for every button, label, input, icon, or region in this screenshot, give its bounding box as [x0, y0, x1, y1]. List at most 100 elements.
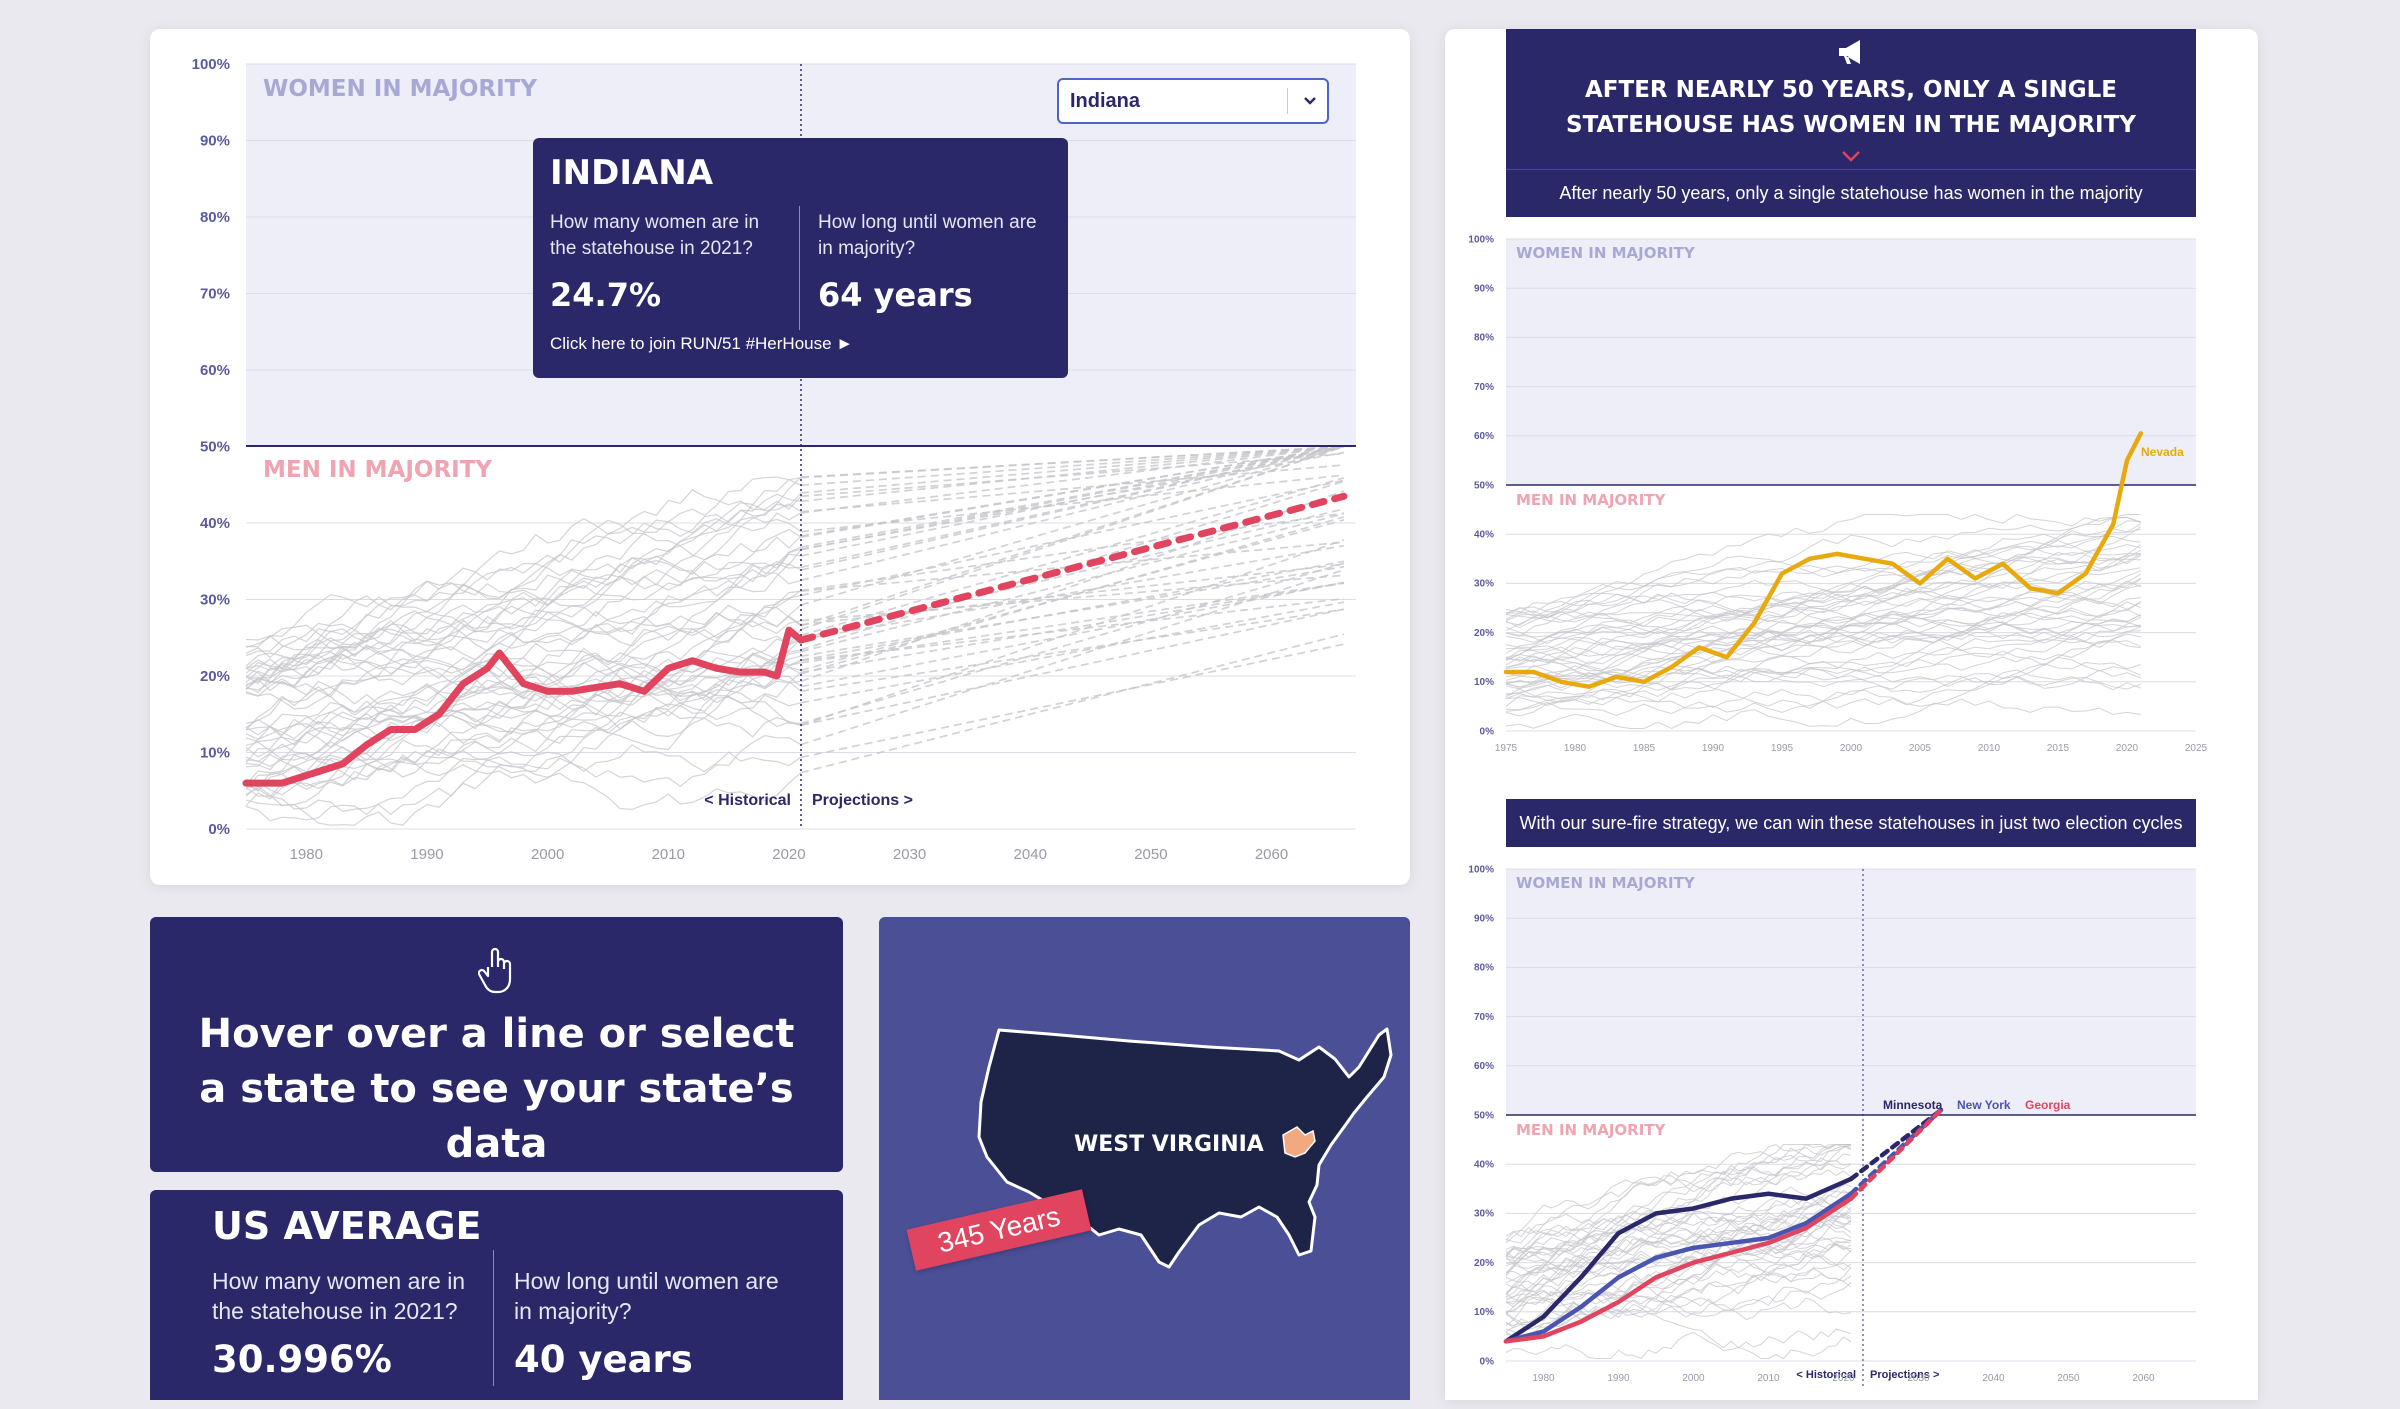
state-line[interactable] — [245, 476, 802, 669]
state-line[interactable] — [245, 563, 802, 666]
state-projection-line[interactable] — [800, 445, 1345, 557]
state-projection-line[interactable] — [800, 477, 1345, 637]
indiana-line[interactable] — [242, 626, 805, 787]
state-projection-line[interactable] — [800, 643, 1345, 759]
state-projection-line[interactable] — [800, 608, 1345, 693]
state-tooltip[interactable]: INDIANA How many women are in the stateh… — [533, 138, 1068, 378]
state-line[interactable] — [1505, 1239, 1852, 1294]
state-line[interactable] — [245, 649, 802, 807]
state-line[interactable] — [245, 659, 802, 746]
state-line[interactable] — [1505, 554, 2142, 632]
state-line[interactable] — [245, 493, 802, 690]
state-line[interactable] — [1505, 549, 2142, 619]
tooltip-join-link[interactable]: Click here to join RUN/51 #HerHouse ► — [550, 334, 854, 353]
state-line[interactable] — [245, 634, 802, 711]
state-line[interactable] — [1505, 1143, 1852, 1277]
state-line[interactable] — [1505, 611, 2141, 661]
state-line[interactable] — [245, 561, 802, 691]
state-projection-line[interactable] — [800, 480, 1345, 651]
state-line[interactable] — [1505, 1212, 1852, 1305]
state-projection-line[interactable] — [800, 516, 1345, 675]
projection-chart[interactable]: WOMEN IN MAJORITY MEN IN MAJORITY < Hist… — [1445, 859, 2258, 1409]
state-projection-line[interactable] — [800, 479, 1345, 597]
state-line[interactable] — [1505, 526, 2142, 645]
minnesota-line[interactable] — [1503, 1176, 1854, 1344]
us-map[interactable] — [879, 917, 1410, 1400]
state-line[interactable] — [1505, 655, 2141, 693]
state-line[interactable] — [1505, 523, 2142, 659]
state-line[interactable] — [245, 501, 802, 725]
state-line[interactable] — [1505, 630, 2141, 684]
state-line[interactable] — [1505, 1243, 1852, 1330]
state-line[interactable] — [1505, 626, 2141, 691]
state-line[interactable] — [1505, 596, 2142, 682]
state-projection-line[interactable] — [800, 562, 1345, 725]
state-projection-line[interactable] — [800, 445, 1345, 627]
state-line[interactable] — [1505, 1182, 1852, 1337]
state-line[interactable] — [245, 478, 802, 674]
state-line[interactable] — [1505, 516, 2141, 620]
state-line[interactable] — [1505, 1153, 1852, 1277]
state-line[interactable] — [1505, 528, 2141, 643]
state-line[interactable] — [1505, 578, 2142, 668]
state-line[interactable] — [245, 648, 802, 701]
chevron-down-icon[interactable] — [1295, 86, 1325, 116]
state-line[interactable] — [245, 594, 802, 806]
state-projection-line[interactable] — [800, 445, 1345, 569]
state-line[interactable] — [245, 740, 802, 792]
state-line[interactable] — [1505, 514, 2141, 638]
state-line[interactable] — [245, 678, 802, 728]
state-line[interactable] — [1505, 1143, 1852, 1244]
state-line[interactable] — [1505, 616, 2142, 717]
state-line[interactable] — [245, 764, 802, 826]
state-line[interactable] — [1505, 1194, 1852, 1251]
state-projection-line[interactable] — [800, 512, 1345, 653]
state-projection-line[interactable] — [800, 445, 1345, 582]
georgia-projection-line[interactable] — [1848, 1107, 1944, 1201]
new-york-line[interactable] — [1503, 1191, 1854, 1344]
state-line[interactable] — [1505, 669, 2141, 701]
state-projection-line[interactable] — [800, 569, 1345, 746]
state-line[interactable] — [245, 512, 802, 683]
state-line[interactable] — [245, 516, 802, 686]
nevada-chart[interactable]: WOMEN IN MAJORITY MEN IN MAJORITY Nevada… — [1445, 229, 2258, 779]
state-line[interactable] — [1505, 584, 2141, 670]
state-line[interactable] — [245, 734, 802, 796]
state-line[interactable] — [1505, 1195, 1852, 1298]
state-projection-line[interactable] — [800, 633, 1345, 774]
state-line[interactable] — [1505, 1144, 1852, 1244]
state-line[interactable] — [1505, 1169, 1852, 1284]
state-line[interactable] — [245, 620, 802, 761]
state-projection-line[interactable] — [800, 445, 1345, 514]
state-line[interactable] — [1505, 669, 2141, 713]
state-projection-line[interactable] — [800, 601, 1345, 704]
state-line[interactable] — [1505, 614, 2142, 662]
state-line[interactable] — [1505, 539, 2141, 617]
state-line[interactable] — [245, 604, 802, 790]
state-line[interactable] — [1505, 513, 2141, 619]
state-line[interactable] — [245, 489, 802, 667]
state-line[interactable] — [1505, 583, 2141, 654]
state-line[interactable] — [1505, 535, 2141, 637]
state-line[interactable] — [245, 678, 802, 731]
state-line[interactable] — [245, 651, 802, 786]
state-projection-line[interactable] — [800, 512, 1345, 592]
state-line[interactable] — [1505, 1177, 1852, 1287]
state-line[interactable] — [1505, 553, 2142, 666]
state-line[interactable] — [245, 694, 802, 744]
state-line[interactable] — [245, 642, 802, 752]
state-line[interactable] — [1505, 1308, 1852, 1349]
state-projection-line[interactable] — [800, 582, 1345, 674]
state-line[interactable] — [1505, 573, 2142, 685]
state-line[interactable] — [245, 492, 802, 679]
state-line[interactable] — [1505, 698, 2141, 730]
state-line[interactable] — [1505, 1225, 1852, 1289]
state-line[interactable] — [1505, 544, 2142, 626]
state-projection-line[interactable] — [800, 582, 1345, 664]
state-line[interactable] — [1505, 1223, 1852, 1302]
state-line[interactable] — [245, 678, 802, 730]
state-line[interactable] — [1505, 1198, 1852, 1300]
state-line[interactable] — [1505, 612, 2142, 653]
state-line[interactable] — [1505, 1144, 1851, 1295]
state-line[interactable] — [245, 476, 802, 641]
